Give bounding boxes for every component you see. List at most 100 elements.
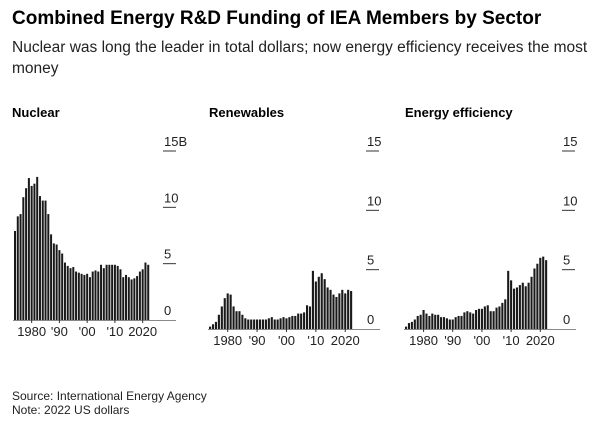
- bar-1995: [72, 267, 75, 320]
- bar-1983: [235, 311, 238, 329]
- bar-1998: [475, 310, 478, 329]
- y-tick-label: 0: [367, 312, 374, 327]
- bar-2017: [530, 276, 533, 329]
- bar-1977: [22, 197, 25, 320]
- bar-2010: [510, 280, 513, 329]
- bar-2012: [320, 273, 323, 329]
- bar-2011: [512, 288, 516, 329]
- bar-1993: [66, 265, 69, 320]
- bar-1993: [264, 319, 267, 329]
- bar-1985: [437, 314, 440, 329]
- bar-2010: [314, 281, 317, 329]
- bar-2018: [338, 293, 341, 329]
- bar-1994: [463, 312, 466, 329]
- bar-1976: [214, 321, 217, 329]
- bar-1980: [30, 185, 33, 320]
- bar-1996: [273, 319, 276, 329]
- bar-2004: [297, 313, 300, 329]
- bar-2012: [515, 287, 518, 329]
- bar-2021: [144, 262, 147, 320]
- bar-1991: [454, 317, 457, 329]
- bar-1981: [425, 313, 428, 329]
- y-tick-label: 10: [164, 190, 178, 205]
- bar-2018: [136, 276, 139, 320]
- bar-2015: [524, 286, 527, 329]
- bar-1982: [428, 315, 431, 329]
- y-tick-label: 15B: [164, 134, 187, 149]
- bar-1986: [440, 317, 443, 329]
- bar-1977: [413, 319, 416, 329]
- y-tick-label: 10: [367, 193, 381, 208]
- bar-2001: [288, 317, 291, 329]
- bar-1994: [69, 268, 72, 320]
- bar-1990: [451, 319, 454, 329]
- bar-2017: [133, 278, 136, 320]
- bar-1983: [431, 313, 434, 329]
- bar-1976: [19, 214, 22, 320]
- bar-2007: [501, 302, 504, 329]
- y-tick-label: 10: [563, 193, 577, 208]
- bar-1996: [75, 271, 78, 320]
- bar-1975: [16, 216, 19, 320]
- bar-2017: [335, 296, 338, 329]
- x-tick-label: 1980: [409, 333, 438, 348]
- bar-2016: [130, 279, 133, 320]
- bar-2012: [119, 269, 122, 320]
- x-tick-label: 1980: [17, 324, 46, 339]
- bar-2014: [125, 274, 128, 320]
- x-tick-label: '00: [473, 333, 490, 348]
- bar-2001: [88, 277, 91, 320]
- y-tick-label: 5: [164, 247, 171, 262]
- x-tick-label: 2020: [331, 333, 360, 348]
- bar-1983: [38, 196, 41, 320]
- bar-2014: [521, 282, 524, 329]
- bar-1991: [61, 253, 64, 320]
- bar-1996: [469, 312, 472, 329]
- bar-1980: [422, 310, 425, 329]
- bar-1992: [261, 319, 265, 329]
- bar-2022: [147, 264, 150, 320]
- bar-2000: [285, 318, 288, 329]
- y-tick-label: 15: [563, 134, 577, 149]
- bar-1986: [244, 318, 247, 329]
- bar-2002: [291, 315, 294, 329]
- bar-1999: [83, 274, 86, 320]
- panel-title-renewables: Renewables: [209, 105, 285, 120]
- bar-1975: [407, 323, 411, 329]
- bar-1984: [434, 314, 437, 329]
- bar-1989: [55, 244, 58, 320]
- bar-1998: [80, 273, 83, 320]
- x-tick-label: '90: [444, 333, 461, 348]
- bar-2002: [486, 305, 489, 329]
- bar-2003: [94, 270, 97, 320]
- bar-2002: [91, 271, 94, 320]
- bar-1987: [247, 319, 250, 329]
- bar-1989: [448, 319, 451, 329]
- bar-1975: [211, 324, 215, 329]
- bar-1981: [229, 294, 232, 329]
- bar-1979: [223, 298, 226, 329]
- bar-2021: [542, 256, 545, 329]
- bar-1986: [47, 214, 50, 320]
- bar-2013: [122, 277, 125, 320]
- source-note: Source: International Energy Agency: [12, 389, 207, 403]
- bar-2007: [105, 264, 108, 320]
- bar-2011: [317, 276, 320, 329]
- bar-2008: [504, 299, 507, 329]
- bar-1997: [77, 272, 80, 320]
- bar-1999: [282, 317, 285, 329]
- bar-2020: [344, 293, 347, 329]
- bar-1979: [27, 178, 30, 320]
- bar-2008: [308, 306, 312, 329]
- x-tick-label: '00: [278, 333, 295, 348]
- y-tick-label: 0: [164, 303, 171, 318]
- bar-2015: [127, 277, 130, 320]
- panel-title-nuclear: Nuclear: [12, 105, 60, 120]
- bar-1982: [36, 176, 39, 320]
- bar-1992: [457, 315, 460, 329]
- bar-1999: [477, 308, 481, 329]
- bar-1978: [416, 315, 419, 329]
- bar-2013: [323, 279, 326, 329]
